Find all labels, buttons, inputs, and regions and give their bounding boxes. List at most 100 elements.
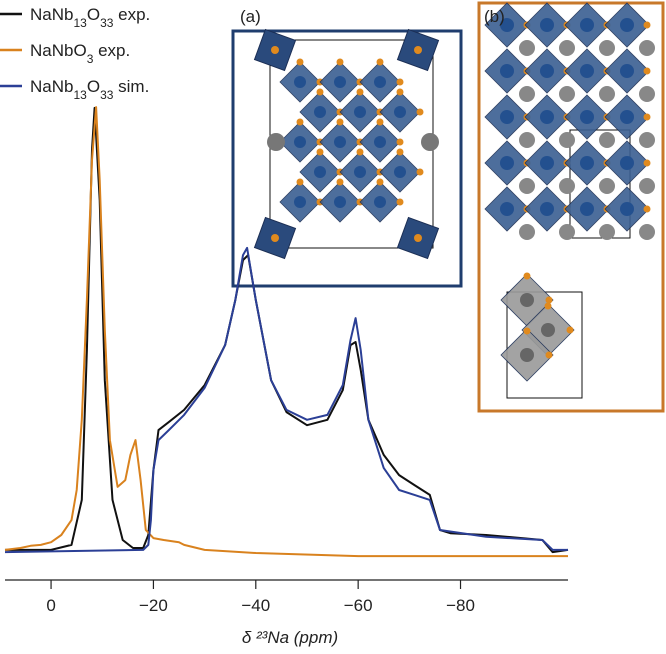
atom bbox=[500, 64, 514, 78]
atom bbox=[316, 148, 324, 156]
atom bbox=[394, 166, 406, 178]
atom bbox=[519, 132, 535, 148]
atom bbox=[396, 138, 404, 146]
atom bbox=[540, 64, 554, 78]
atom bbox=[540, 202, 554, 216]
atom bbox=[519, 178, 535, 194]
atom bbox=[416, 108, 424, 116]
atom bbox=[580, 202, 594, 216]
atom bbox=[394, 106, 406, 118]
x-tick-label: −40 bbox=[241, 596, 270, 615]
x-axis-label: δ ²³Na (ppm) bbox=[242, 628, 338, 647]
legend-label: NaNb13O33 exp. bbox=[30, 5, 150, 30]
atom bbox=[336, 58, 344, 66]
atom bbox=[559, 132, 575, 148]
atom bbox=[620, 18, 634, 32]
atom bbox=[334, 196, 346, 208]
x-tick-label: −80 bbox=[446, 596, 475, 615]
atom bbox=[580, 64, 594, 78]
atom bbox=[643, 21, 651, 29]
atom bbox=[541, 323, 555, 337]
atom bbox=[356, 148, 364, 156]
atom bbox=[559, 40, 575, 56]
atom bbox=[559, 178, 575, 194]
atom bbox=[314, 106, 326, 118]
atom bbox=[639, 224, 655, 240]
atom bbox=[639, 40, 655, 56]
atom bbox=[376, 178, 384, 186]
atom bbox=[267, 133, 285, 151]
atom bbox=[599, 86, 615, 102]
inset-a-label: (a) bbox=[240, 7, 261, 26]
atom bbox=[336, 178, 344, 186]
atom bbox=[500, 156, 514, 170]
atom bbox=[523, 327, 531, 335]
atom bbox=[519, 86, 535, 102]
atom bbox=[643, 67, 651, 75]
atom bbox=[620, 156, 634, 170]
atom bbox=[545, 351, 553, 359]
atom bbox=[374, 76, 386, 88]
spectrum-line bbox=[4, 246, 568, 554]
atom bbox=[296, 178, 304, 186]
atom bbox=[599, 178, 615, 194]
crystal-insets bbox=[231, 1, 665, 413]
atom bbox=[396, 198, 404, 206]
atom bbox=[421, 133, 439, 151]
atom bbox=[620, 64, 634, 78]
atom bbox=[566, 326, 574, 334]
atom bbox=[294, 136, 306, 148]
atom bbox=[639, 132, 655, 148]
x-tick-label: −20 bbox=[139, 596, 168, 615]
atom bbox=[356, 88, 364, 96]
atom bbox=[376, 58, 384, 66]
atom bbox=[314, 166, 326, 178]
atom bbox=[374, 136, 386, 148]
atom bbox=[296, 58, 304, 66]
atom bbox=[545, 296, 553, 304]
atom bbox=[396, 88, 404, 96]
x-tick-label: 0 bbox=[46, 596, 55, 615]
x-tick-label: −60 bbox=[344, 596, 373, 615]
atom bbox=[336, 118, 344, 126]
atom bbox=[354, 166, 366, 178]
atom bbox=[296, 118, 304, 126]
atom bbox=[544, 302, 552, 310]
atom bbox=[500, 202, 514, 216]
atom bbox=[334, 76, 346, 88]
atom bbox=[540, 18, 554, 32]
atom bbox=[580, 156, 594, 170]
atom bbox=[639, 86, 655, 102]
atom bbox=[294, 196, 306, 208]
atom bbox=[374, 196, 386, 208]
atom bbox=[520, 348, 534, 362]
atom bbox=[271, 46, 279, 54]
atom bbox=[580, 110, 594, 124]
atom bbox=[500, 110, 514, 124]
spectrum-line bbox=[4, 106, 568, 558]
atom bbox=[643, 159, 651, 167]
atom bbox=[396, 78, 404, 86]
atom bbox=[519, 40, 535, 56]
atom bbox=[354, 106, 366, 118]
atom bbox=[580, 18, 594, 32]
atom bbox=[334, 136, 346, 148]
atom bbox=[620, 110, 634, 124]
atom bbox=[519, 224, 535, 240]
atom bbox=[520, 293, 534, 307]
atom bbox=[620, 202, 634, 216]
atom bbox=[639, 178, 655, 194]
atom bbox=[414, 46, 422, 54]
atom bbox=[540, 156, 554, 170]
inset-b-label: (b) bbox=[484, 7, 505, 26]
legend-label: NaNbO3 exp. bbox=[30, 41, 130, 66]
atom bbox=[396, 148, 404, 156]
atom bbox=[376, 118, 384, 126]
atom bbox=[599, 224, 615, 240]
atom bbox=[414, 234, 422, 242]
atom bbox=[523, 272, 531, 280]
atom bbox=[599, 132, 615, 148]
atom bbox=[599, 40, 615, 56]
